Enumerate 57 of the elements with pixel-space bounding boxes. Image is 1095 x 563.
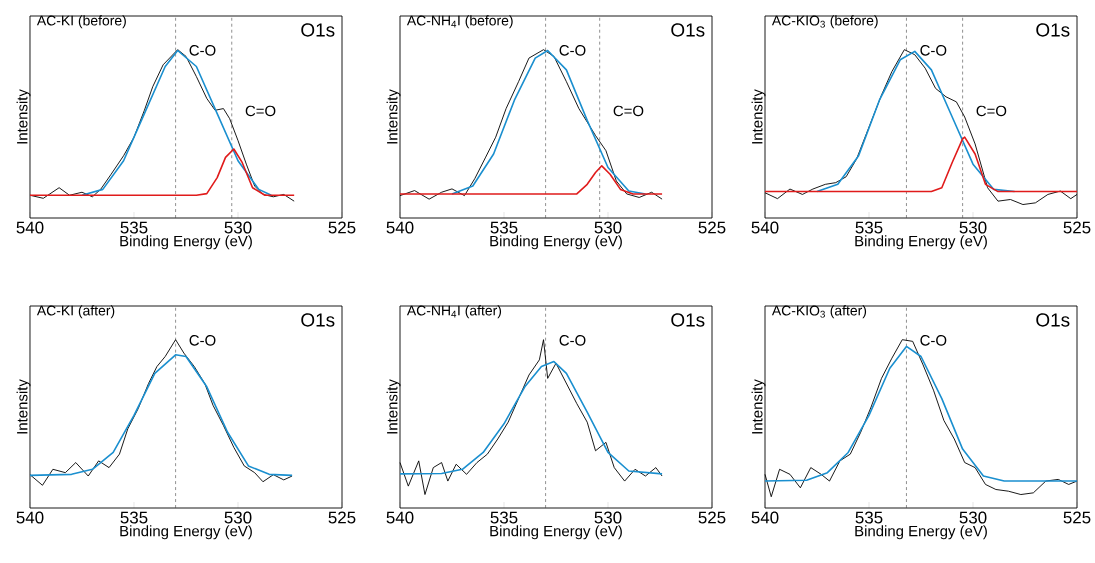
ref-line-label: C-O (559, 45, 586, 56)
x-tick-label: 535 (855, 511, 883, 524)
text: O1s (1036, 313, 1070, 327)
text: O1s (301, 23, 335, 37)
x-tick-label: 540 (16, 511, 44, 524)
x-axis-title: Binding Energy (eV) (120, 525, 252, 540)
chart-title: AC-KI (before) (36, 15, 126, 29)
y-axis-title: Intensity (16, 89, 31, 144)
x-axis-title: Binding Energy (eV) (120, 235, 252, 250)
text: O1s (301, 313, 335, 327)
x-axis-title: Binding Energy (eV) (855, 235, 987, 250)
y-axis-title: Intensity (16, 379, 31, 434)
text: O1s (671, 23, 705, 37)
chart-title: AC-KIO$_{3}$ (after) (771, 305, 867, 319)
x-tick-label: 535 (120, 221, 148, 234)
x-tick-label: 535 (490, 221, 518, 234)
ref-line-label: C=O (976, 105, 1007, 117)
chart-title: AC-KIO$_{3}$ (before) (771, 15, 878, 29)
ref-line-label: C-O (189, 335, 216, 346)
x-tick-label: 540 (386, 511, 414, 524)
x-tick-label: 535 (490, 511, 518, 524)
x-tick-label: 530 (224, 511, 252, 524)
x-tick-label: 540 (16, 221, 44, 234)
x-tick-label: 525 (1063, 221, 1091, 234)
chart-title: AC-KI (after) (36, 305, 115, 319)
y-axis-title: Intensity (386, 89, 401, 144)
chart-title: AC-NH$_{4}$I (after) (406, 305, 502, 319)
y-axis-title: Intensity (751, 379, 766, 434)
chart-title: AC-NH$_{4}$I (before) (406, 15, 513, 29)
x-tick-label: 525 (1063, 511, 1091, 524)
x-tick-label: 530 (959, 221, 987, 234)
x-tick-label: 535 (855, 221, 883, 234)
x-axis-title: Binding Energy (eV) (855, 525, 987, 540)
x-tick-label: 540 (751, 511, 779, 524)
x-tick-label: 525 (698, 221, 726, 234)
y-axis-title: Intensity (386, 379, 401, 434)
x-axis-title: Binding Energy (eV) (490, 525, 622, 540)
x-tick-label: 525 (328, 221, 356, 234)
x-tick-label: 540 (751, 221, 779, 234)
ref-line-label: C-O (189, 45, 216, 56)
ref-line-label: C-O (920, 45, 947, 56)
x-tick-label: 530 (224, 221, 252, 234)
x-tick-label: 525 (328, 511, 356, 524)
x-tick-label: 535 (120, 511, 148, 524)
x-axis-title: Binding Energy (eV) (490, 235, 622, 250)
ref-line-label: C-O (920, 335, 947, 346)
ref-line-label: C-O (559, 335, 586, 346)
ref-line-label: C=O (245, 105, 276, 117)
ref-line-label: C=O (613, 105, 644, 117)
x-tick-label: 530 (594, 511, 622, 524)
x-tick-label: 540 (386, 221, 414, 234)
y-axis-title: Intensity (751, 89, 766, 144)
x-tick-label: 530 (594, 221, 622, 234)
x-tick-label: 525 (698, 511, 726, 524)
text: O1s (1036, 23, 1070, 37)
text: O1s (671, 313, 705, 327)
x-tick-label: 530 (959, 511, 987, 524)
